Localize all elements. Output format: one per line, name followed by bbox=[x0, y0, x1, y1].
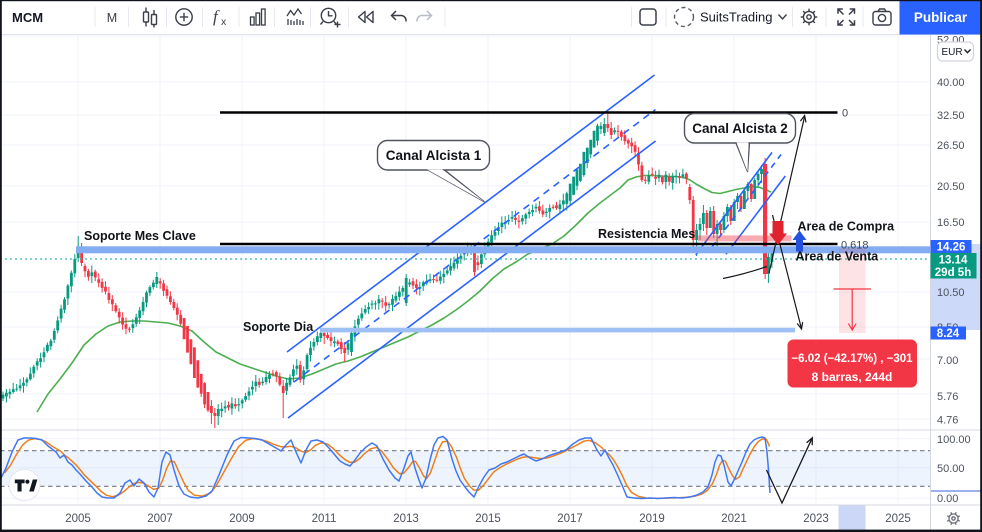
svg-text:2017: 2017 bbox=[557, 513, 583, 525]
svg-text:Publicar: Publicar bbox=[914, 10, 968, 25]
svg-text:5.76: 5.76 bbox=[937, 391, 958, 403]
svg-text:100.00: 100.00 bbox=[937, 434, 971, 446]
svg-text:14.26: 14.26 bbox=[937, 242, 966, 254]
svg-text:8 barras, 244d: 8 barras, 244d bbox=[812, 370, 893, 384]
svg-text:2025: 2025 bbox=[885, 513, 911, 525]
svg-text:SuitsTrading: SuitsTrading bbox=[700, 10, 773, 25]
svg-text:50.00: 50.00 bbox=[937, 463, 965, 475]
svg-text:M: M bbox=[107, 11, 117, 25]
svg-text:4.76: 4.76 bbox=[937, 414, 958, 426]
svg-text:2023: 2023 bbox=[803, 513, 829, 525]
svg-text:Area de Compra: Area de Compra bbox=[798, 220, 896, 234]
svg-text:Canal Alcista 2: Canal Alcista 2 bbox=[692, 121, 788, 136]
svg-text:MCM: MCM bbox=[12, 10, 43, 25]
svg-text:16.50: 16.50 bbox=[937, 217, 965, 229]
svg-text:2005: 2005 bbox=[65, 513, 91, 525]
svg-text:2011: 2011 bbox=[312, 513, 337, 525]
svg-text:x: x bbox=[221, 16, 227, 28]
svg-text:13.14: 13.14 bbox=[939, 255, 968, 267]
svg-text:EUR: EUR bbox=[942, 47, 963, 58]
svg-text:29d 5h: 29d 5h bbox=[935, 267, 971, 279]
svg-text:2019: 2019 bbox=[639, 513, 665, 525]
svg-text:f: f bbox=[213, 7, 220, 26]
svg-text:2021: 2021 bbox=[721, 513, 747, 525]
svg-text:Soporte Dia: Soporte Dia bbox=[243, 320, 314, 334]
svg-text:10.50: 10.50 bbox=[937, 287, 965, 299]
svg-text:32.50: 32.50 bbox=[937, 110, 965, 122]
svg-text:2009: 2009 bbox=[229, 513, 255, 525]
svg-text:20.50: 20.50 bbox=[937, 181, 965, 193]
svg-text:−6.02 (−42.17%) , −301: −6.02 (−42.17%) , −301 bbox=[791, 353, 913, 365]
svg-text:Canal Alcista 1: Canal Alcista 1 bbox=[386, 148, 482, 163]
svg-text:26.50: 26.50 bbox=[937, 140, 965, 152]
svg-text:Soporte Mes Clave: Soporte Mes Clave bbox=[84, 229, 196, 243]
svg-text:2007: 2007 bbox=[147, 513, 173, 525]
svg-text:2013: 2013 bbox=[393, 513, 419, 525]
svg-text:8.24: 8.24 bbox=[937, 328, 960, 340]
svg-text:0.00: 0.00 bbox=[937, 493, 958, 505]
svg-text:Resistencia Mes: Resistencia Mes bbox=[598, 227, 695, 241]
svg-text:0.618: 0.618 bbox=[841, 240, 869, 252]
svg-text:40.00: 40.00 bbox=[937, 77, 965, 89]
svg-text:0: 0 bbox=[842, 108, 848, 120]
svg-text:2015: 2015 bbox=[475, 513, 501, 525]
svg-text:Area de Venta: Area de Venta bbox=[796, 250, 880, 264]
svg-text:7.00: 7.00 bbox=[937, 355, 958, 367]
